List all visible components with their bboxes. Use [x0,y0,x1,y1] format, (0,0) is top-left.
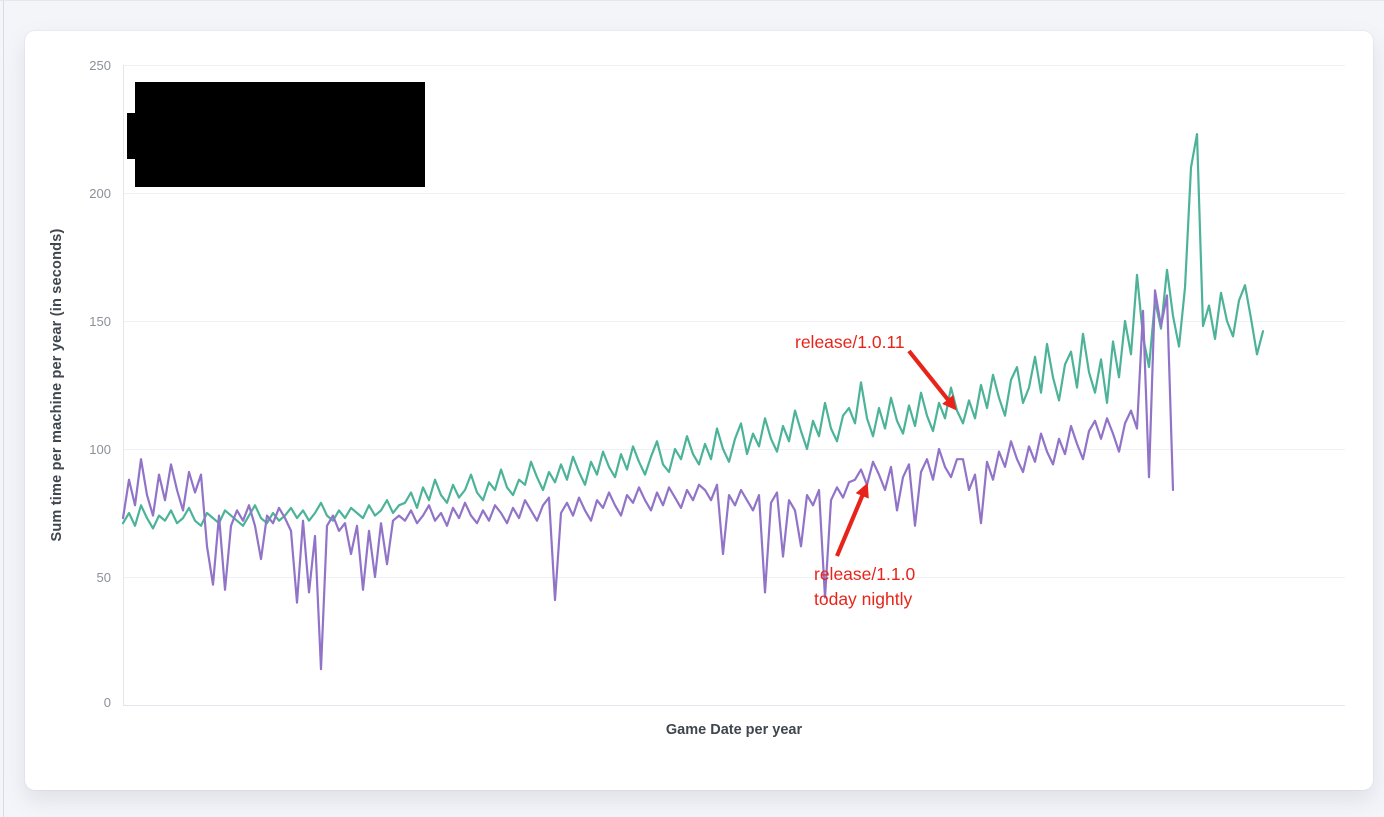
window-top-border [0,0,1384,1]
redaction-box [135,82,425,187]
redaction-box-tab [127,113,135,159]
y-tick-100: 100 [89,442,111,457]
teal-series-line [121,133,1265,530]
gridline-150 [123,321,1345,322]
x-axis-line [123,705,1345,706]
y-tick-250: 250 [89,58,111,73]
annotation-release-1-1-0-line2: today nightly [814,589,913,609]
window-left-border [3,0,4,817]
annotation-arrow-release-1-0-11 [907,349,957,411]
x-axis-title: Game Date per year [665,722,803,738]
y-axis-line [123,65,124,705]
gridline-250 [123,65,1345,66]
purple-series-line [121,289,1175,671]
annotation-release-1-1-0-line1: release/1.1.0 [814,564,916,584]
gridline-100 [123,449,1345,450]
annotation-release-1-1-0: release/1.1.0 today nightly [814,562,915,612]
y-tick-200: 200 [89,186,111,201]
gridline-200 [123,193,1345,194]
gridline-50 [123,577,1345,578]
series-layer [121,133,1265,671]
annotation-release-1-0-11: release/1.0.11 [795,332,905,352]
y-tick-50: 50 [96,570,111,585]
annotation-arrow-release-1-1-0 [835,482,869,557]
y-tick-0: 0 [103,695,111,710]
y-tick-150: 150 [89,314,111,329]
